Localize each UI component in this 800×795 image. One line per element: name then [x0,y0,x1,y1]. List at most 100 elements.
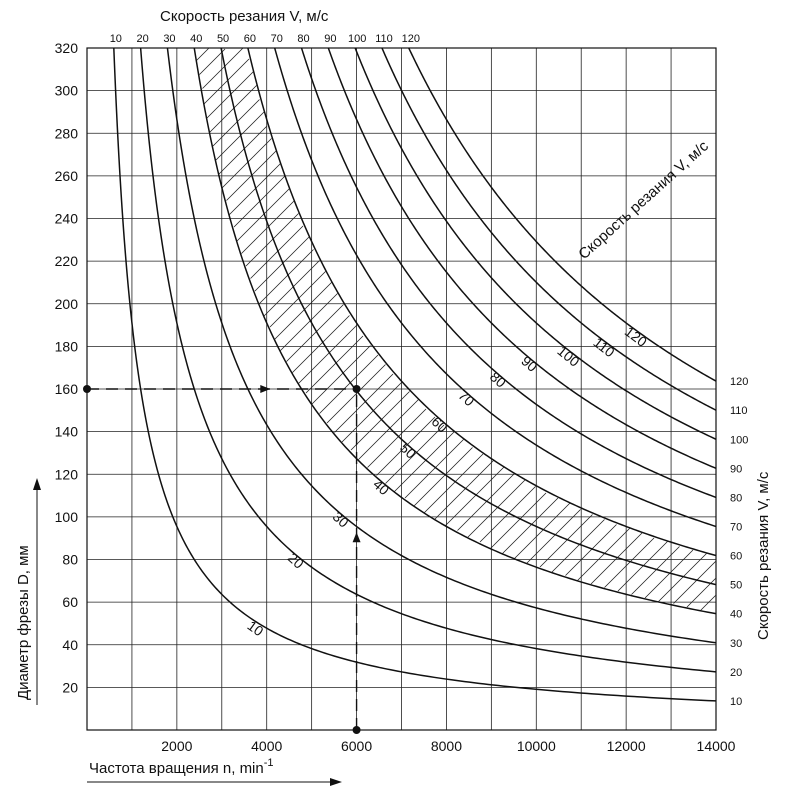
hatched-region [196,48,716,611]
y-tick-320: 320 [55,40,79,56]
right-tick-120: 120 [730,376,748,388]
right-tick-90: 90 [730,463,742,475]
y-tick-180: 180 [55,338,79,354]
hatch-line [644,549,694,599]
hatch-line [577,527,631,581]
grid [87,48,716,730]
right-tick-100: 100 [730,434,748,446]
hatch-line [199,48,226,75]
y-tick-60: 60 [62,594,78,610]
y-tick-40: 40 [62,637,78,653]
y-tick-300: 300 [55,83,79,99]
diagonal-axis-title: Скорость резания V, м/с [575,137,712,263]
hatch-line [236,188,290,242]
x-axis-title: Частота вращения n, min-1 [87,757,342,786]
top-tick-70: 70 [271,33,283,45]
hatch-line [404,439,464,499]
hatch-line [490,492,547,549]
hatch-line [514,502,571,559]
hatch-line [467,479,526,538]
example-start-dot-y [83,385,91,393]
curve-speed-110 [381,48,716,411]
x-tick-14000: 14000 [697,738,736,754]
hatch-line [221,138,272,189]
hatch-line [250,225,304,279]
right-tick-20: 20 [730,667,742,679]
speed-curves [113,48,716,702]
hatch-line [376,416,436,476]
hatch-line [673,561,716,604]
hatch-line [286,304,344,362]
hatch-line [424,453,484,513]
y-tick-100: 100 [55,509,79,525]
hatch-line [209,85,257,133]
curve-label-80: 80 [487,368,509,390]
curve-speed-120 [408,48,716,382]
hatch-line [700,595,716,611]
y-axis-title-text: Диаметр фрезы D, мм [15,545,32,700]
top-tick-30: 30 [163,33,175,45]
y-tick-240: 240 [55,211,79,227]
hatch-line [434,460,494,520]
hatch-line [311,345,371,405]
hatch-line [203,58,250,105]
hatch-line [526,509,581,564]
top-speed-ticks: 10 20 30 40 50 60 70 80 90 100 110 120 [110,33,420,45]
example-vertical-arrowhead [352,532,361,543]
hatch-line [565,524,617,576]
curve-speed-100 [354,48,716,440]
hatch-line [394,431,455,492]
top-tick-90: 90 [324,33,336,45]
hatch-line [631,546,680,595]
hatch-line [319,354,379,414]
hatch-line [502,497,559,554]
hatch-line [215,111,265,161]
hatch-line [326,364,386,424]
top-tick-10: 10 [110,33,122,45]
right-tick-50: 50 [730,580,742,592]
top-tick-120: 120 [402,33,420,45]
top-tick-100: 100 [348,33,366,45]
top-tick-40: 40 [190,33,202,45]
right-tick-60: 60 [730,551,742,563]
curve-speed-10 [113,48,716,702]
right-tick-30: 30 [730,638,742,650]
curve-speed-20 [139,48,716,673]
y-axis-title-arrowhead [33,478,41,490]
hatch-line [241,200,295,254]
hatch-line [305,335,364,394]
right-axis-title: Скорость резания V, м/с [755,471,772,640]
top-tick-80: 80 [297,33,309,45]
example-dashed-lines [83,385,361,734]
top-tick-60: 60 [244,33,256,45]
right-speed-ticks: 10 20 30 40 50 60 70 80 90 100 110 120 [730,376,748,708]
x-tick-4000: 4000 [251,738,282,754]
y-axis-title: Диаметр фрезы D, мм [15,478,41,705]
curve-label-20: 20 [285,549,307,571]
curve-label-90: 90 [518,353,540,375]
hatch-line [551,519,605,573]
y-tick-220: 220 [55,253,79,269]
curve-speed-60 [247,48,716,557]
curve-label-30: 30 [330,508,352,530]
y-tick-260: 260 [55,168,79,184]
hatch-line [292,315,350,373]
hatch-line [202,48,244,89]
curve-speed-40 [193,48,716,615]
x-tick-2000: 2000 [161,738,192,754]
hatch-line [212,99,260,147]
y-tick-200: 200 [55,296,79,312]
y-tick-labels: 20 40 60 80 100 120 140 160 180 200 220 240 260 280 30… [55,40,79,695]
x-tick-labels: 2000 4000 6000 8000 10000 12000 14000 [161,738,735,754]
top-tick-110: 110 [375,33,393,45]
curve-speed-90 [327,48,716,470]
top-axis-title: Скорость резания V, м/с [160,8,329,25]
curve-speed-30 [166,48,716,644]
hatch-line [479,486,536,543]
y-tick-160: 160 [55,381,79,397]
hatch-line [263,260,320,317]
curve-label-110: 110 [590,334,618,360]
example-intersection-dot [352,385,361,393]
hatch-line [274,282,332,340]
curve-label-70: 70 [455,387,477,409]
